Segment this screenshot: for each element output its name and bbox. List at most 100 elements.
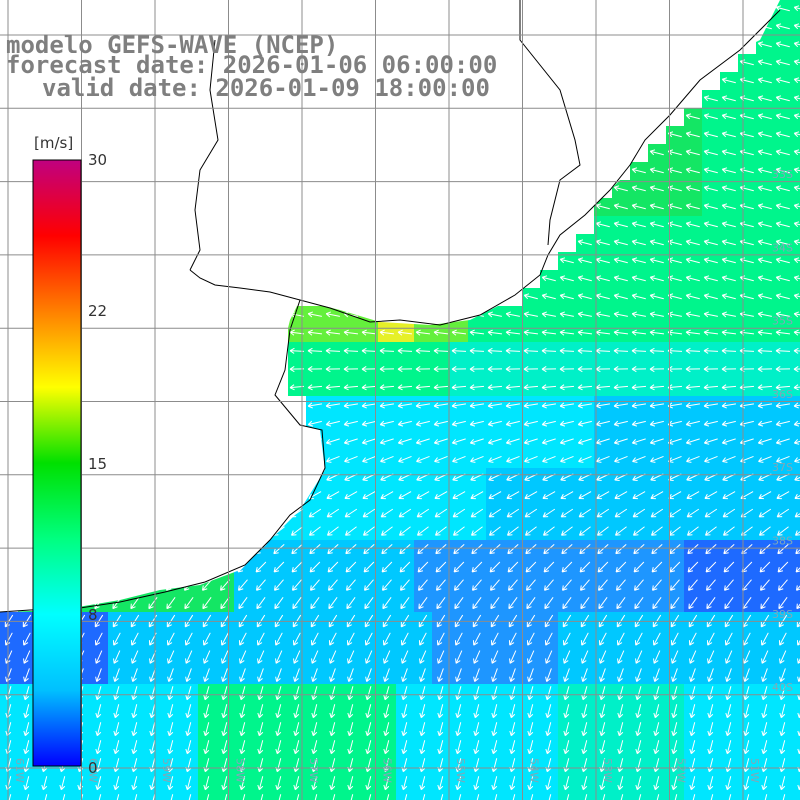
- wind-arrow: [95, 686, 102, 701]
- wind-arrow: [757, 203, 772, 210]
- wind-arrow: [44, 794, 48, 800]
- wind-arrow: [671, 776, 678, 791]
- wind-arrow: [452, 455, 466, 463]
- wind-arrow: [200, 526, 213, 536]
- wind-arrow: [631, 203, 646, 210]
- wind-arrow: [541, 402, 556, 409]
- wind-arrow: [613, 420, 628, 427]
- wind-arrow: [631, 275, 646, 282]
- wind-arrow: [401, 668, 408, 682]
- wind-arrow: [689, 686, 696, 701]
- wind-arrow: [613, 257, 628, 264]
- wind-arrow: [361, 438, 376, 445]
- wind-arrow: [757, 95, 772, 102]
- wind-arrow: [597, 579, 608, 591]
- wind-arrow: [649, 167, 664, 174]
- wind-arrow: [595, 311, 610, 318]
- wind-arrow: [326, 491, 340, 500]
- wind-arrow: [722, 455, 736, 463]
- wind-arrow: [524, 508, 538, 518]
- wind-arrow: [596, 491, 610, 500]
- wind-arrow: [653, 686, 660, 701]
- wind-arrow: [451, 438, 466, 445]
- wind-arrow: [631, 366, 647, 373]
- wind-arrow: [527, 650, 535, 664]
- wind-arrow: [793, 275, 800, 282]
- wind-arrow: [614, 455, 628, 463]
- wind-arrow: [344, 508, 358, 518]
- wind-arrow: [451, 402, 466, 409]
- wind-arrow: [415, 420, 430, 427]
- wind-arrow: [361, 329, 377, 336]
- coastline-interior: [189, 0, 581, 271]
- wind-arrow: [632, 508, 646, 518]
- wind-arrow: [203, 650, 211, 664]
- wind-arrow: [632, 526, 645, 536]
- wind-arrow: [509, 686, 516, 701]
- wind-arrow: [437, 668, 444, 682]
- wind-arrow: [615, 561, 627, 573]
- wind-arrow: [545, 722, 552, 737]
- wind-arrow: [364, 597, 374, 610]
- field-cell: [648, 792, 666, 800]
- wind-arrow: [506, 491, 520, 500]
- field-cell: [702, 792, 720, 800]
- wind-arrow: [147, 543, 159, 555]
- wind-arrow: [437, 722, 444, 737]
- wind-arrow: [757, 77, 772, 84]
- wind-arrow: [578, 455, 592, 463]
- wind-arrow: [343, 402, 358, 409]
- wind-arrow: [415, 438, 430, 445]
- wind-arrow: [347, 650, 355, 664]
- wind-arrow: [779, 686, 786, 701]
- wind-arrow: [743, 686, 750, 701]
- wind-arrow: [793, 23, 800, 30]
- wind-arrow: [595, 257, 610, 264]
- wind-arrow: [671, 740, 678, 755]
- wind-arrow: [239, 668, 246, 682]
- wind-arrow: [239, 776, 246, 791]
- wind-arrow: [524, 526, 537, 536]
- wind-arrow: [361, 366, 377, 373]
- field-cell: [306, 792, 324, 800]
- wind-arrow: [328, 632, 337, 646]
- wind-arrow: [775, 185, 790, 192]
- wind-arrow: [451, 347, 467, 354]
- wind-arrow: [473, 704, 480, 719]
- wind-arrow: [739, 366, 755, 373]
- wind-arrow: [722, 491, 736, 500]
- field-cell: [792, 630, 800, 648]
- wind-arrow: [689, 650, 697, 664]
- wind-arrow: [509, 722, 516, 737]
- wind-arrow: [615, 543, 627, 555]
- wind-arrow: [505, 438, 520, 445]
- wind-arrow: [581, 704, 588, 719]
- field-cell: [576, 792, 594, 800]
- wind-arrow: [401, 650, 409, 664]
- wind-arrow: [361, 347, 377, 354]
- wind-arrow: [386, 794, 390, 800]
- wind-arrow: [617, 722, 624, 737]
- wind-arrow: [653, 704, 660, 719]
- wind-arrow: [671, 686, 678, 701]
- wind-arrow: [239, 722, 246, 737]
- wind-arrow: [577, 438, 592, 445]
- field-cell: [36, 792, 54, 800]
- lat-label: 39S: [772, 608, 793, 621]
- lon-label: 53W: [601, 758, 614, 783]
- wind-arrow: [595, 203, 610, 210]
- wind-arrow: [275, 668, 282, 682]
- wind-arrow: [577, 384, 593, 391]
- field-cell: [792, 684, 800, 702]
- wind-arrow: [131, 668, 138, 682]
- wind-arrow: [487, 366, 503, 373]
- wind-arrow: [237, 543, 249, 555]
- wind-arrow: [633, 561, 645, 573]
- wind-arrow: [382, 597, 392, 610]
- wind-arrow: [379, 366, 395, 373]
- wind-arrow: [523, 366, 539, 373]
- wind-arrow: [307, 311, 322, 318]
- wind-arrow: [437, 704, 444, 719]
- wind-arrow: [775, 113, 790, 120]
- wind-arrow: [631, 329, 647, 336]
